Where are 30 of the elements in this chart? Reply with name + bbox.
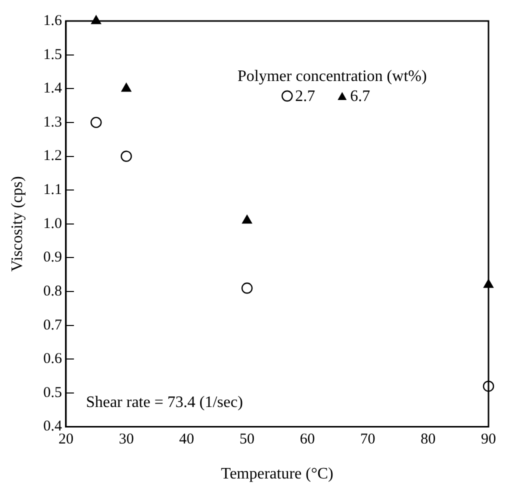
y-tick-label: 0.6 [43,351,62,368]
y-axis-title: Viscosity (cps) [8,176,26,272]
legend-label: 6.7 [350,88,370,105]
point [242,214,252,224]
y-tick-label: 0.9 [43,250,62,266]
point [90,116,102,128]
point [120,150,132,162]
x-tick-label: 30 [118,432,134,448]
x-tick-label: 70 [360,432,376,448]
y-tick-label: 1.1 [43,182,62,198]
legend-title: Polymer concentration (wt%) [238,68,427,85]
y-tick-label: 0.8 [43,283,62,300]
x-tick-label: 90 [481,432,496,448]
y-tick-label: 1.6 [43,12,62,29]
x-tick-label: 40 [179,432,194,448]
y-tick-label: 1.2 [43,148,62,164]
y-tick-label: 1.5 [43,46,62,63]
x-axis-title: Temperature (°C) [221,466,334,483]
y-tick-label: 0.5 [43,384,62,401]
annotation: Shear rate = 73.4 (1/sec) [86,394,243,411]
y-tick-label: 1.3 [43,114,62,130]
legend-label: 2.7 [295,88,316,105]
x-tick-label: 60 [300,432,315,448]
y-tick-label: 1.0 [43,216,62,232]
y-tick-label: 1.4 [43,80,62,97]
point [121,83,132,92]
x-tick-label: 50 [240,432,255,448]
point [241,282,253,294]
x-tick-label: 80 [420,432,436,448]
y-tick-label: 0.7 [43,317,62,334]
